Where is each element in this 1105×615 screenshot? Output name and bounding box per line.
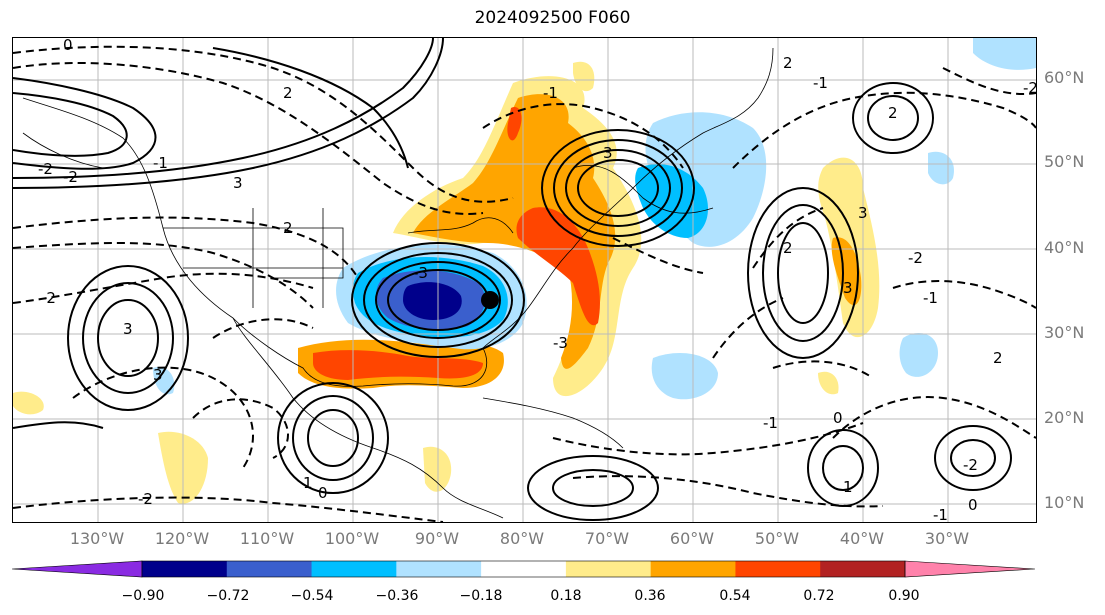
contour-label: -1 (763, 414, 778, 432)
contour-label: 3 (153, 366, 163, 384)
contour-label: -1 (933, 506, 948, 522)
colorbar-segment (311, 561, 397, 577)
anomaly-shading (13, 38, 1036, 504)
contour-label: -3 (413, 264, 428, 282)
colorbar-tick: −0.36 (375, 588, 419, 604)
contour-label: 3 (603, 144, 613, 162)
lat-label-30n: 30°N (1044, 323, 1085, 342)
colorbar-segment (565, 561, 652, 577)
east-atlantic-negative-patch (899, 333, 938, 377)
contour-label: -2 (41, 289, 56, 307)
lat-label-50n: 50°N (1044, 152, 1085, 171)
colorbar-tick: 0.54 (719, 588, 751, 604)
contour-label: 1 (303, 474, 313, 492)
contour-label: 3 (858, 204, 868, 222)
colorbar-tick: 0.18 (550, 588, 582, 604)
northeast-negative-core (635, 164, 708, 238)
contour-label: -2 (38, 160, 53, 178)
contour-label: 2 (783, 239, 793, 257)
positive-anomaly-peak (516, 207, 600, 326)
contour-label: 3 (233, 174, 243, 192)
pacific-negative-patch (153, 367, 175, 395)
west-coast-positive-patch (13, 391, 44, 415)
colorbar-tick: −0.54 (290, 588, 334, 604)
storm-center-marker (481, 291, 499, 309)
contour-label: -2 (908, 249, 923, 267)
colorbar-segment (735, 561, 821, 577)
colorbar-tick: −0.90 (121, 588, 165, 604)
contour-label: 2 (993, 349, 1003, 367)
contour-label: 0 (833, 409, 843, 427)
contour-label: -1 (153, 154, 168, 172)
lat-label-40n: 40°N (1044, 238, 1085, 257)
negative-anomaly-core (403, 282, 462, 320)
contour-labels: 0 2 2 3 -2 -2 -1 2 3 -2 -3 -1 3 -3 1 0 -… (38, 38, 1036, 522)
colorbar-tick: 0.90 (888, 588, 920, 604)
lon-label-80w: 80°W (499, 529, 545, 548)
lon-label-50w: 50°W (754, 529, 800, 548)
top-right-negative-patch (973, 38, 1036, 70)
colorbar-segment (481, 561, 567, 577)
contour-label: 0 (968, 496, 978, 514)
contour-label: -2 (138, 490, 153, 508)
colorbar-segment (142, 561, 228, 577)
contour-label: -2 (63, 168, 78, 186)
map-canvas: 0 2 2 3 -2 -2 -1 2 3 -2 -3 -1 3 -3 1 0 -… (13, 38, 1036, 522)
contour-label: 1 (843, 478, 853, 496)
map-title: 2024092500 F060 (474, 8, 631, 28)
contour-label: -2 (1023, 79, 1036, 97)
contour-label: -1 (923, 289, 938, 307)
colorbar-border (141, 560, 906, 578)
colorbar-segment (226, 561, 313, 577)
lon-label-40w: 40°W (839, 529, 885, 548)
contour-label: 0 (318, 484, 328, 502)
map-panel: 0 2 2 3 -2 -2 -1 2 3 -2 -3 -1 3 -3 1 0 -… (12, 37, 1037, 523)
gulf-positive-core (313, 350, 483, 380)
solid-contours (13, 38, 1012, 521)
contour-label: 3 (843, 279, 853, 297)
positive-anomaly-core (413, 94, 616, 369)
lat-label-10n: 10°N (1044, 493, 1085, 512)
lon-label-90w: 90°W (414, 529, 460, 548)
lon-label-120w: 120°W (154, 529, 210, 548)
lat-label-60n: 60°N (1044, 68, 1085, 87)
mid-atlantic-positive-patch (818, 371, 839, 395)
contour-label: -1 (813, 74, 828, 92)
north-atlantic-negative-patch (928, 151, 954, 185)
contour-label: 2 (783, 54, 793, 72)
lon-label-70w: 70°W (584, 529, 630, 548)
lon-label-30w: 30°W (924, 529, 970, 548)
contour-label: 0 (63, 38, 73, 54)
positive-anomaly-spot (507, 107, 522, 141)
caribbean-negative-patch (651, 353, 718, 400)
lon-label-110w: 110°W (239, 529, 295, 548)
colorbar (11, 560, 1036, 578)
colorbar-extend-high (904, 560, 1036, 578)
colorbar-tick: −0.72 (206, 588, 250, 604)
colorbar-segment (820, 561, 906, 577)
colorbar-extend-low (11, 560, 143, 578)
contour-label: -3 (553, 334, 568, 352)
colorbar-segment (396, 561, 482, 577)
north-positive-patch (573, 61, 595, 92)
contour-label: 2 (283, 84, 293, 102)
lon-label-60w: 60°W (669, 529, 715, 548)
colorbar-segments (11, 560, 1036, 578)
lon-label-100w: 100°W (324, 529, 380, 548)
contour-label: -1 (543, 84, 558, 102)
atlantic-positive-core (831, 237, 862, 306)
contour-label: 3 (123, 320, 133, 338)
graticule (13, 38, 1036, 522)
central-america-positive-patch (423, 446, 452, 492)
colorbar-tick: 0.72 (803, 588, 835, 604)
colorbar-segment (650, 561, 736, 577)
colorbar-tick: 0.36 (634, 588, 666, 604)
lon-label-130w: 130°W (69, 529, 125, 548)
contour-label: 2 (283, 219, 293, 237)
dashed-contours (13, 45, 1036, 522)
lat-label-20n: 20°N (1044, 408, 1085, 427)
colorbar-tick: −0.18 (459, 588, 503, 604)
contour-label: 2 (888, 104, 898, 122)
contour-label: -2 (963, 456, 978, 474)
